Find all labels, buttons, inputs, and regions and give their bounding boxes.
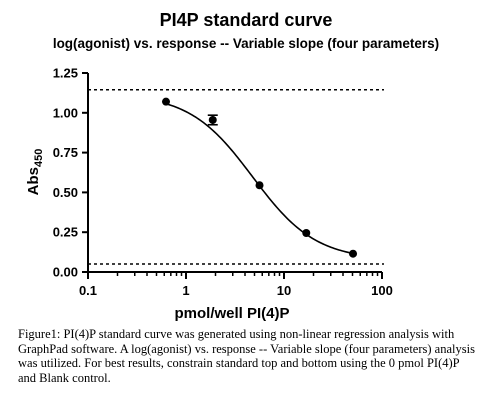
chart-subtitle: log(agonist) vs. response -- Variable sl… <box>52 36 440 51</box>
fit-curve <box>165 102 354 255</box>
axes: 0.00 0.25 0.50 0.75 1.00 1.25 0.1 1 10 100 <box>53 66 393 299</box>
data-point <box>255 181 264 190</box>
data-point <box>161 97 170 106</box>
y-tick-label: 1.25 <box>53 66 78 81</box>
y-tick-label: 0.75 <box>53 145 78 160</box>
x-tick-label: 1 <box>182 283 189 298</box>
y-tick-label: 1.00 <box>53 105 78 120</box>
data-point <box>302 228 311 237</box>
data-point <box>349 249 358 258</box>
x-tick-label: 10 <box>277 283 291 298</box>
figure-caption: Figure1: PI(4)P standard curve was gener… <box>18 327 475 385</box>
data-point <box>208 115 217 124</box>
data-points <box>161 97 358 258</box>
reference-lines <box>88 88 384 265</box>
x-tick-label: 0.1 <box>79 283 97 298</box>
y-tick-label: 0.50 <box>53 185 78 200</box>
y-tick-label: 0.00 <box>53 265 78 280</box>
y-axis-label: Abs450 <box>25 149 45 196</box>
y-tick-label: 0.25 <box>53 225 78 240</box>
fit-curve-group <box>165 102 354 255</box>
x-tick-label: 100 <box>371 283 393 298</box>
y-axis-label-main: Abs <box>25 167 42 195</box>
chart-title: PI4P standard curve <box>159 10 333 30</box>
x-axis-label: pmol/well PI(4)P <box>174 305 289 322</box>
y-axis-label-subscript: 450 <box>33 149 45 167</box>
